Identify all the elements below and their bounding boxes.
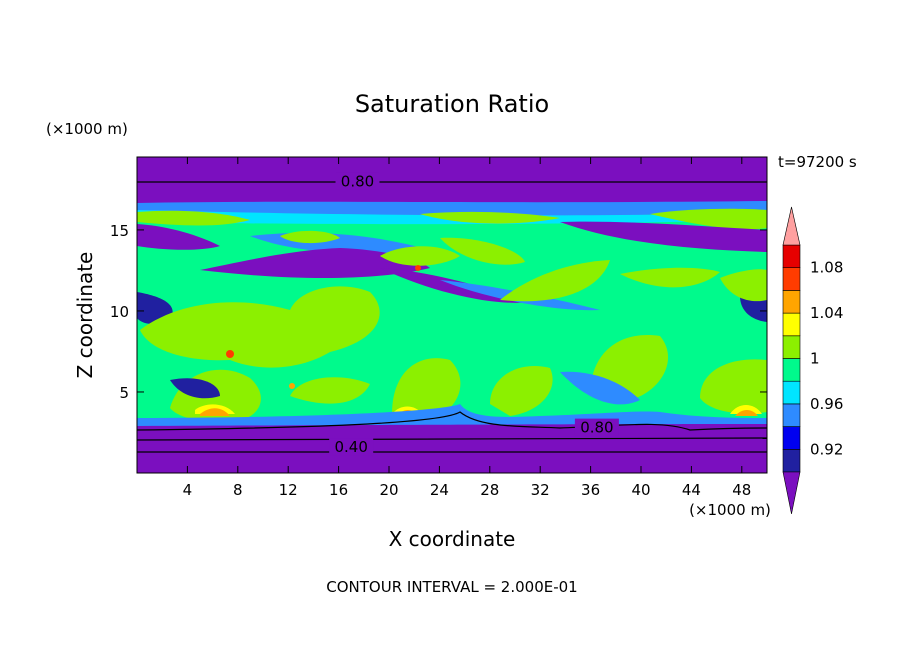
colorbar-bin: [782, 358, 801, 382]
chart-title: Saturation Ratio: [355, 90, 549, 118]
x-tick-label: 48: [732, 481, 751, 499]
x-tick-label: 44: [682, 481, 701, 499]
y-unit-label: (×1000 m): [46, 120, 128, 138]
colorbar-bin: [782, 267, 801, 291]
colorbar-label: 0.92: [810, 440, 843, 458]
colorbar-bin: [782, 403, 801, 427]
contour-interval-note: CONTOUR INTERVAL = 2.000E-01: [326, 578, 577, 596]
y-tick-label: 15: [110, 222, 129, 240]
x-tick-label: 24: [430, 481, 449, 499]
contour-field: [137, 157, 767, 473]
colorbar-bin: [782, 426, 801, 450]
x-tick-label: 4: [183, 481, 193, 499]
y-axis: 5 10 15: [110, 222, 767, 402]
x-unit-label: (×1000 m): [689, 501, 771, 519]
x-tick-label: 20: [379, 481, 398, 499]
colorbar-bin: [782, 312, 801, 337]
x-tick-label: 28: [480, 481, 499, 499]
colorbar-bin: [782, 335, 801, 359]
x-tick-label: 32: [531, 481, 550, 499]
x-tick-label: 8: [233, 481, 243, 499]
colorbar-label: 0.96: [810, 395, 843, 413]
y-tick-label: 5: [119, 384, 129, 402]
colorbar-label: 1.08: [810, 259, 843, 277]
contour-label-bg: [574, 418, 619, 436]
contour-label-bg: [329, 438, 374, 456]
x-tick-label: 16: [329, 481, 348, 499]
x-tick-label: 36: [581, 481, 600, 499]
colorbar-over-triangle: [782, 206, 801, 246]
contour-labels: 0.80 0.80 0.40: [329, 172, 619, 456]
colorbar-label: 1: [810, 350, 820, 368]
time-label: t=97200 s: [778, 153, 857, 171]
colorbar: 1.08 1.04 1 0.96 0.92: [782, 206, 843, 515]
y-axis-label: Z coordinate: [73, 252, 97, 379]
contour-label: 0.80: [580, 419, 613, 437]
x-tick-label: 40: [631, 481, 650, 499]
contour-label-bg: [335, 172, 380, 190]
x-tick-label: 12: [279, 481, 298, 499]
colorbar-bin: [782, 244, 801, 269]
x-axis-label: X coordinate: [389, 527, 516, 551]
colorbar-label: 1.04: [810, 304, 843, 322]
contour-label: 0.40: [334, 438, 367, 456]
contour-label: 0.80: [341, 172, 374, 190]
y-tick-label: 10: [110, 303, 129, 321]
x-axis: 4 8 12 16 20 24 28 32 36 40 44 48: [183, 157, 751, 499]
colorbar-bin: [782, 448, 801, 473]
plot-frame: [136, 156, 768, 474]
colorbar-bin: [782, 380, 801, 405]
colorbar-under-triangle: [782, 471, 801, 515]
colorbar-bin: [782, 290, 801, 314]
